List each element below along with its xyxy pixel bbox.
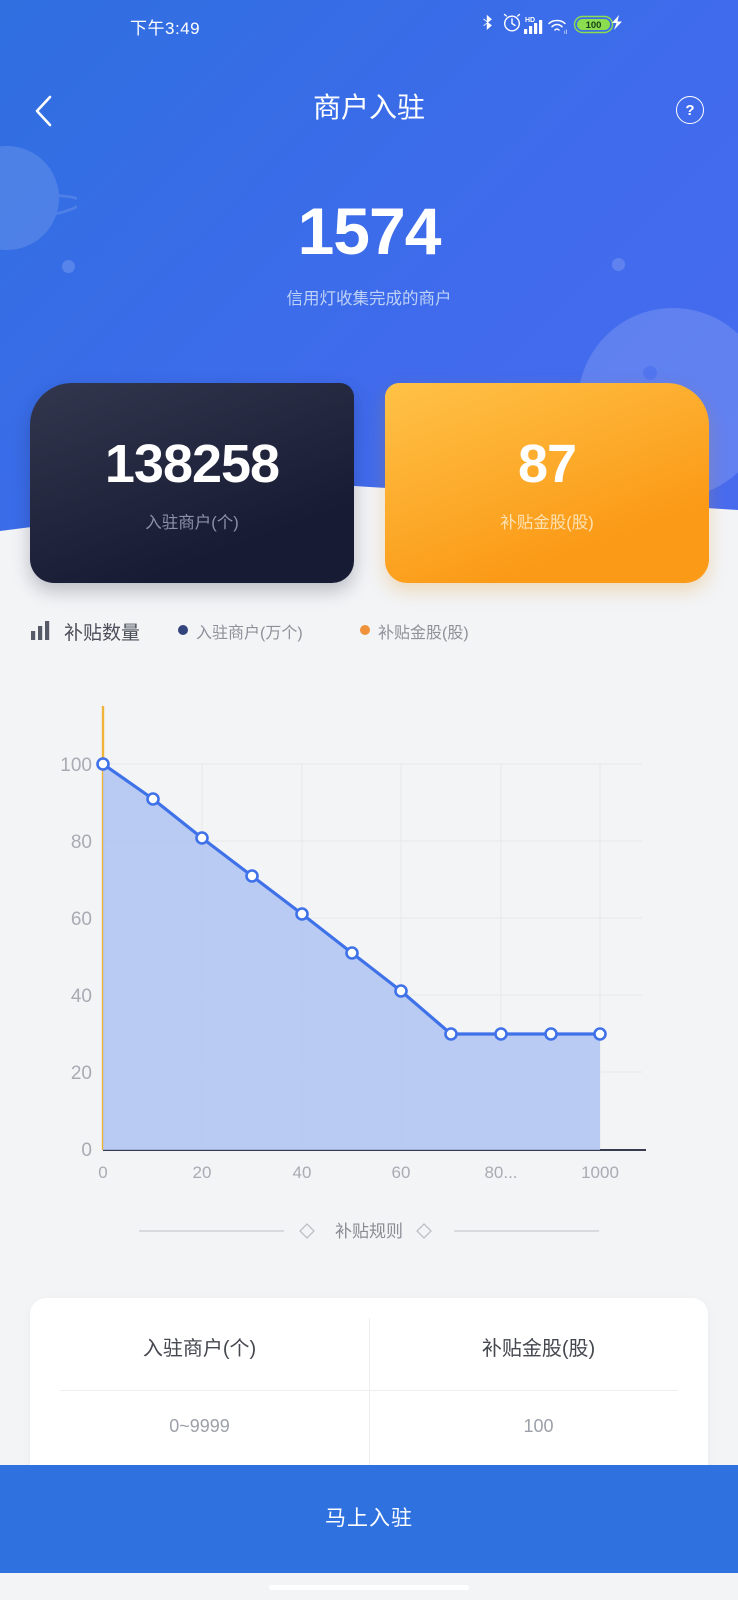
svg-text:60: 60 <box>392 1163 411 1182</box>
svg-text:0: 0 <box>81 1140 92 1161</box>
svg-text:60: 60 <box>71 909 92 930</box>
svg-text:40: 40 <box>71 986 92 1007</box>
svg-text:补贴规则: 补贴规则 <box>335 1222 403 1241</box>
svg-text:80: 80 <box>71 832 92 853</box>
svg-text:0: 0 <box>98 1163 107 1182</box>
svg-text:20: 20 <box>193 1163 212 1182</box>
svg-text:80...: 80... <box>484 1163 517 1182</box>
svg-text:1000: 1000 <box>581 1163 619 1182</box>
svg-text:40: 40 <box>293 1163 312 1182</box>
svg-text:100: 100 <box>60 755 92 776</box>
svg-text:20: 20 <box>71 1063 92 1084</box>
